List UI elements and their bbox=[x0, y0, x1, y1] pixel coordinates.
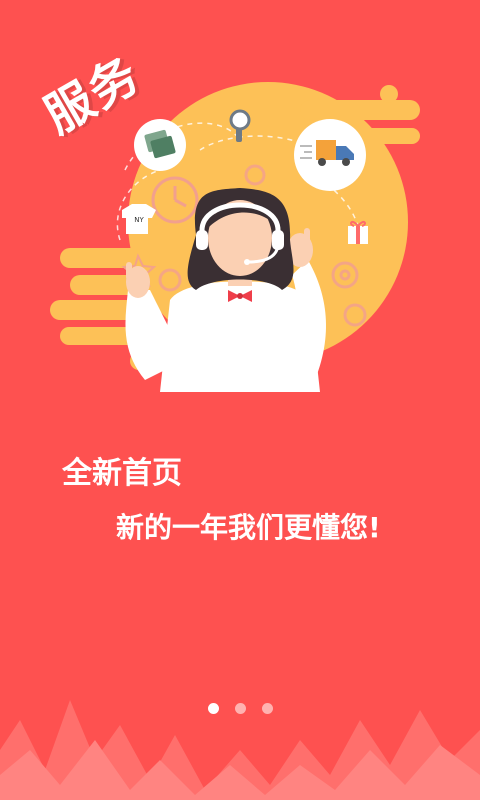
clock-icon bbox=[151, 176, 199, 224]
tshirt-print: NY bbox=[134, 216, 144, 224]
truck-icon bbox=[294, 119, 366, 191]
page-indicator bbox=[0, 703, 480, 714]
page-title: 全新首页 bbox=[62, 456, 182, 491]
mountain-decoration bbox=[0, 700, 480, 800]
page-subtitle: 新的一年我们更懂您! bbox=[116, 511, 381, 544]
page-dot-2[interactable] bbox=[234, 703, 246, 714]
tshirt-icon: NY bbox=[122, 204, 156, 234]
gear-icon bbox=[158, 164, 367, 327]
agent-figure bbox=[125, 188, 327, 392]
customer-service-illustration: NY bbox=[50, 82, 420, 392]
magnifier-icon bbox=[229, 109, 251, 142]
page-dot-1[interactable] bbox=[207, 703, 219, 714]
gift-icon bbox=[348, 220, 368, 244]
money-icon bbox=[134, 119, 186, 171]
page-dot-3[interactable] bbox=[261, 703, 273, 714]
